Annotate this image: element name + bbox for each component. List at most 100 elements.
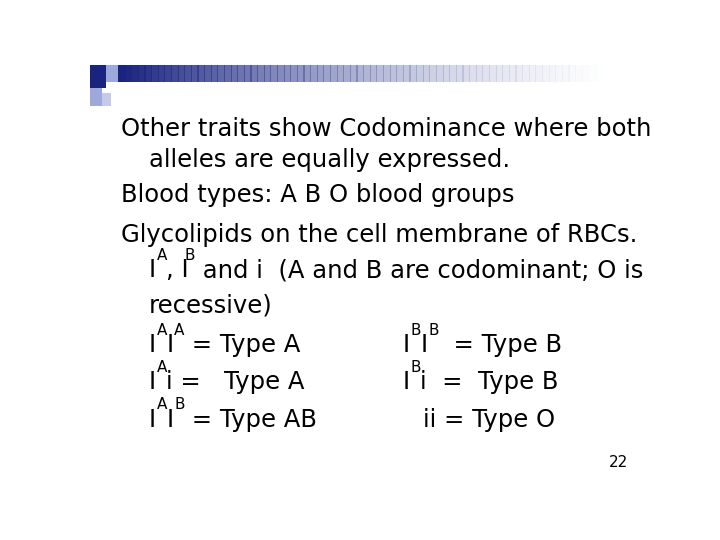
Bar (230, 65, 238, 82)
Bar (503, 65, 510, 82)
Bar (270, 65, 278, 82)
Bar (178, 65, 185, 82)
Bar (90, 87, 102, 106)
Bar (628, 65, 636, 82)
Bar (224, 65, 232, 82)
Bar (489, 65, 497, 82)
Bar (330, 65, 338, 82)
Text: = Type B: = Type B (438, 333, 562, 357)
Text: I: I (148, 370, 156, 394)
Text: A: A (156, 397, 167, 413)
Text: = Type AB: = Type AB (184, 408, 318, 432)
Bar (595, 65, 603, 82)
Bar (456, 65, 464, 82)
Bar (469, 65, 477, 82)
Bar (151, 65, 159, 82)
Bar (377, 65, 384, 82)
Text: Other traits show Codominance where both: Other traits show Codominance where both (121, 117, 651, 141)
Bar (423, 65, 431, 82)
Text: I: I (402, 333, 410, 357)
Bar (251, 65, 258, 82)
Bar (608, 65, 616, 82)
Bar (390, 65, 397, 82)
Bar (582, 65, 590, 82)
Bar (323, 65, 331, 82)
Bar (569, 65, 576, 82)
Text: B: B (410, 360, 420, 375)
Bar (410, 65, 417, 82)
Text: Blood types: A B O blood groups: Blood types: A B O blood groups (121, 183, 514, 207)
Text: B: B (410, 322, 420, 338)
Bar (436, 65, 444, 82)
Bar (528, 65, 536, 82)
Bar (164, 65, 172, 82)
Text: I: I (166, 333, 174, 357)
Bar (443, 65, 450, 82)
Text: and i  (A and B are codominant; O is: and i (A and B are codominant; O is (195, 258, 643, 282)
Bar (297, 65, 305, 82)
Bar (118, 65, 126, 82)
Text: i  =  Type B: i = Type B (420, 370, 559, 394)
Bar (310, 65, 318, 82)
Bar (237, 65, 245, 82)
Bar (602, 65, 609, 82)
Bar (336, 65, 344, 82)
Bar (102, 93, 111, 106)
Bar (516, 65, 523, 82)
Bar (184, 65, 192, 82)
Bar (264, 65, 271, 82)
Bar (383, 65, 391, 82)
Text: B: B (185, 248, 195, 263)
Text: alleles are equally expressed.: alleles are equally expressed. (148, 148, 510, 172)
Bar (197, 65, 205, 82)
Bar (549, 65, 557, 82)
Text: I: I (148, 408, 156, 432)
Text: I: I (166, 408, 174, 432)
Bar (509, 65, 516, 82)
Text: Glycolipids on the cell membrane of RBCs.: Glycolipids on the cell membrane of RBCs… (121, 223, 637, 247)
Text: A: A (174, 322, 184, 338)
Bar (343, 65, 351, 82)
Bar (402, 65, 410, 82)
Bar (303, 65, 311, 82)
Text: = Type A: = Type A (184, 333, 301, 357)
Text: B: B (428, 322, 438, 338)
Bar (396, 65, 404, 82)
Text: 22: 22 (609, 455, 629, 470)
Bar (536, 65, 543, 82)
Bar (356, 65, 364, 82)
Bar (138, 65, 145, 82)
Bar (416, 65, 424, 82)
Bar (482, 65, 490, 82)
Bar (449, 65, 457, 82)
Text: A: A (156, 322, 167, 338)
Bar (621, 65, 629, 82)
Bar (615, 65, 623, 82)
Bar (277, 65, 284, 82)
Bar (575, 65, 583, 82)
Bar (290, 65, 298, 82)
Text: B: B (174, 397, 185, 413)
Bar (642, 65, 649, 82)
Bar (106, 65, 118, 82)
Bar (284, 65, 292, 82)
Bar (562, 65, 570, 82)
Text: i =   Type A: i = Type A (166, 370, 305, 394)
Bar (257, 65, 265, 82)
Bar (217, 65, 225, 82)
Text: ii = Type O: ii = Type O (423, 408, 554, 432)
Bar (158, 65, 166, 82)
Text: I: I (148, 333, 156, 357)
Bar (555, 65, 563, 82)
Bar (495, 65, 503, 82)
Text: A: A (156, 360, 167, 375)
Bar (369, 65, 377, 82)
Bar (588, 65, 596, 82)
Text: I: I (420, 333, 428, 357)
Bar (171, 65, 179, 82)
Text: I: I (148, 258, 156, 282)
Bar (635, 65, 642, 82)
Bar (462, 65, 470, 82)
Bar (522, 65, 530, 82)
Text: , I: , I (166, 258, 189, 282)
